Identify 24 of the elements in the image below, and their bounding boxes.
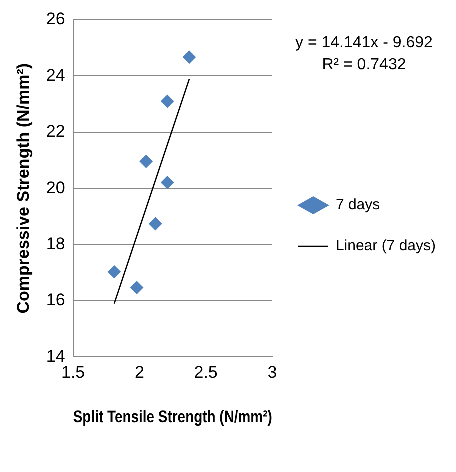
x-tick-label: 2.5	[194, 363, 218, 382]
legend-label: 7 days	[336, 196, 380, 214]
point	[161, 176, 174, 190]
y-tick-label: 20	[46, 178, 66, 198]
y-tick-label: 16	[46, 290, 66, 310]
x-tick-label: 3	[268, 363, 278, 382]
y-tick-label: 14	[46, 346, 66, 366]
y-tick-label: 22	[46, 122, 66, 142]
point	[149, 218, 162, 231]
legend-label: Linear (7 days)	[336, 238, 436, 255]
text: R² = 0.7432	[322, 56, 406, 74]
y-tick-label: 26	[46, 10, 66, 29]
y-tick-label: 18	[46, 234, 66, 254]
y-axis-title: Compressive Strength (N/mm²)	[14, 63, 33, 314]
point	[161, 94, 174, 108]
text: y = 14.141x - 9.692	[296, 34, 434, 52]
x-tick-label: 1.5	[61, 363, 86, 382]
point	[130, 281, 144, 294]
x-tick-label: 2	[134, 363, 144, 382]
x-axis-title: Split Tensile Strength (N/mm²)	[73, 408, 272, 427]
point	[140, 155, 153, 168]
y-tick-label: 24	[46, 66, 66, 85]
point	[108, 266, 121, 279]
point	[182, 50, 196, 64]
